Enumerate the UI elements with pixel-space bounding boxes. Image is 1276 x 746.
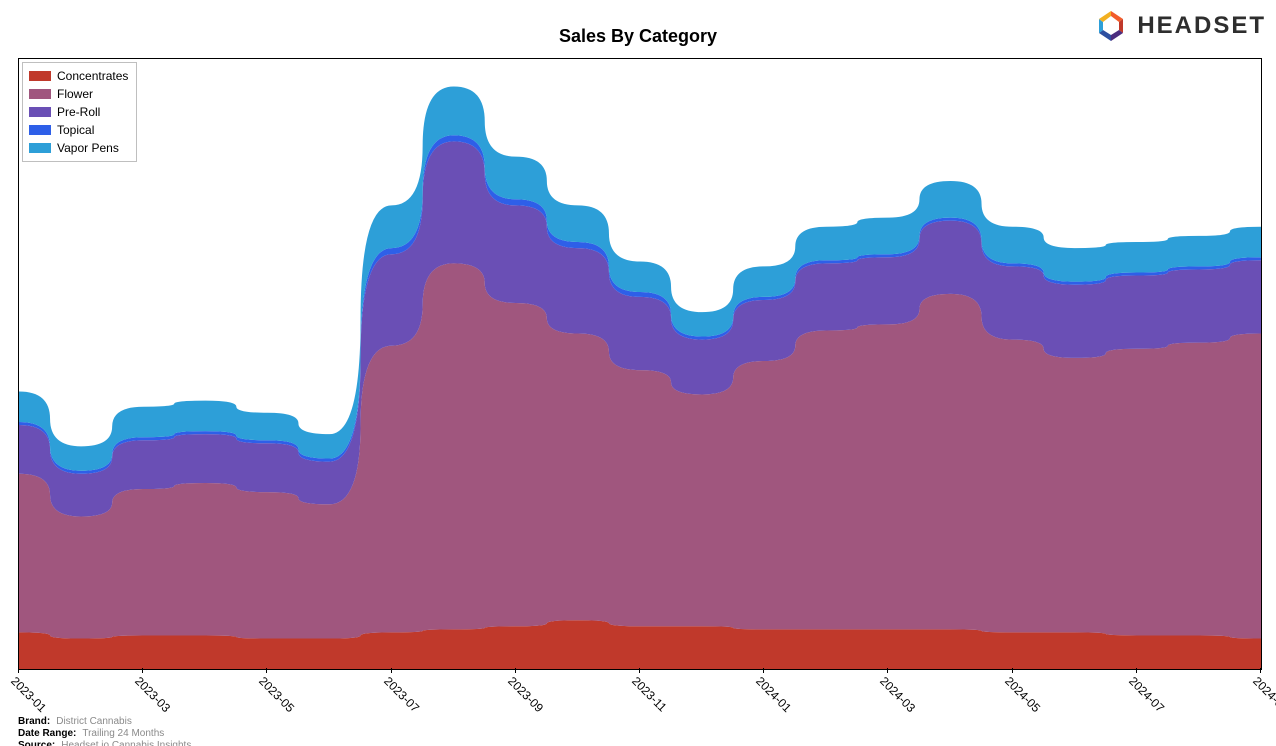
x-tick: [1136, 668, 1137, 673]
x-tick: [18, 668, 19, 673]
x-tick: [887, 668, 888, 673]
x-tick: [639, 668, 640, 673]
x-tick-label: 2023-09: [505, 674, 546, 715]
footer-label: Date Range:: [18, 728, 76, 739]
x-tick-label: 2023-01: [8, 674, 49, 715]
legend-label: Topical: [57, 123, 94, 137]
x-tick-label: 2024-05: [1002, 674, 1043, 715]
legend-item-vapor-pens: Vapor Pens: [29, 139, 128, 157]
headset-icon: [1093, 8, 1129, 44]
legend-swatch: [29, 107, 51, 117]
legend-swatch: [29, 125, 51, 135]
x-tick-label: 2023-11: [629, 674, 669, 714]
legend-item-pre-roll: Pre-Roll: [29, 103, 128, 121]
footer-value: Headset.io Cannabis Insights: [61, 740, 191, 746]
footer-label: Brand:: [18, 716, 50, 727]
legend-item-flower: Flower: [29, 85, 128, 103]
legend-label: Pre-Roll: [57, 105, 100, 119]
x-tick: [391, 668, 392, 673]
legend-item-concentrates: Concentrates: [29, 67, 128, 85]
footer-line: Date Range: Trailing 24 Months: [18, 728, 191, 740]
legend-swatch: [29, 71, 51, 81]
x-tick: [1012, 668, 1013, 673]
brand-logo-text: HEADSET: [1137, 12, 1266, 40]
chart-footer: Brand: District CannabisDate Range: Traili…: [18, 716, 191, 746]
legend-label: Flower: [57, 87, 93, 101]
x-tick: [142, 668, 143, 673]
chart-plot-area: [18, 58, 1262, 670]
legend-label: Vapor Pens: [57, 141, 119, 155]
footer-line: Source: Headset.io Cannabis Insights: [18, 740, 191, 746]
stacked-area-chart: [19, 59, 1261, 669]
chart-title: Sales By Category: [0, 26, 1276, 47]
footer-line: Brand: District Cannabis: [18, 716, 191, 728]
x-tick-label: 2024-03: [877, 674, 918, 715]
brand-logo: HEADSET: [1093, 8, 1266, 44]
footer-value: District Cannabis: [56, 716, 132, 727]
x-tick-label: 2023-03: [132, 674, 173, 715]
x-tick: [515, 668, 516, 673]
chart-legend: Concentrates Flower Pre-Roll Topical Vap…: [22, 62, 137, 162]
x-tick: [1260, 668, 1261, 673]
legend-item-topical: Topical: [29, 121, 128, 139]
legend-swatch: [29, 89, 51, 99]
legend-label: Concentrates: [57, 69, 128, 83]
footer-value: Trailing 24 Months: [82, 728, 164, 739]
x-tick-label: 2023-05: [256, 674, 297, 715]
legend-swatch: [29, 143, 51, 153]
x-tick: [763, 668, 764, 673]
footer-label: Source:: [18, 740, 55, 746]
x-tick-label: 2024-01: [753, 674, 794, 715]
x-tick: [266, 668, 267, 673]
x-tick-label: 2023-07: [381, 674, 422, 715]
x-tick-label: 2024-09: [1250, 674, 1276, 715]
x-tick-label: 2024-07: [1126, 674, 1167, 715]
